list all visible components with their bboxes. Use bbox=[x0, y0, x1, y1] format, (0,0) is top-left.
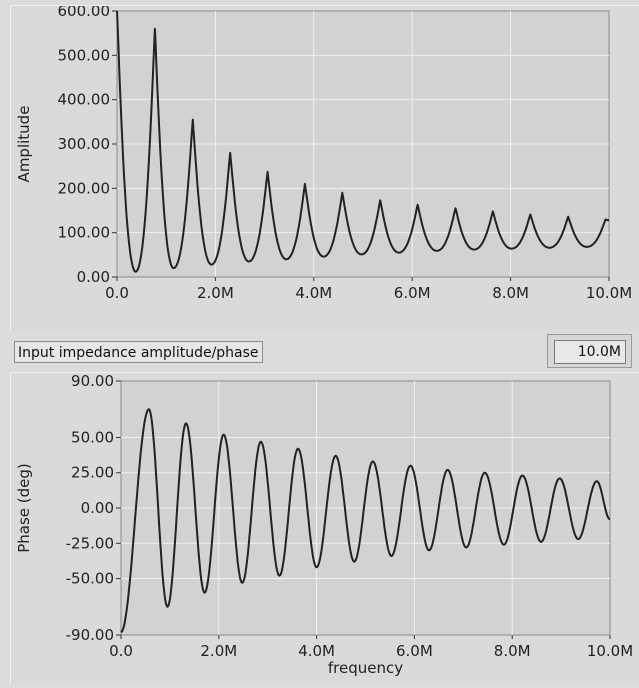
y-tick-label: 400.00 bbox=[58, 91, 111, 109]
phase-chart: -90.00 -50.00 -25.00 0.00 25.00 50.00 90.00 0.0… bbox=[15, 372, 633, 677]
y-tick-label: 25.00 bbox=[71, 464, 114, 482]
y-tick-label: -25.00 bbox=[66, 534, 114, 552]
x-tick-label: 6.0M bbox=[394, 284, 431, 302]
y-tick-label: 0.00 bbox=[77, 268, 110, 286]
amplitude-chart: 0.00 100.00 200.00 300.00 400.00 500.00 600.00… bbox=[15, 2, 632, 302]
y-tick-label: 90.00 bbox=[71, 373, 114, 390]
y-tick-label: 500.00 bbox=[58, 46, 111, 64]
x-tick-label: 6.0M bbox=[396, 642, 433, 660]
x-tick-label: 8.0M bbox=[492, 284, 529, 302]
y-tick-label: 50.00 bbox=[71, 428, 114, 446]
x-tick-label: 8.0M bbox=[494, 642, 531, 660]
x-tick-label: 4.0M bbox=[295, 284, 332, 302]
y-axis-title: Amplitude bbox=[15, 106, 33, 183]
phase-series-line bbox=[120, 408, 611, 633]
y-tick-label: -90.00 bbox=[66, 626, 114, 644]
frequency-numeric-control[interactable]: 10.0M bbox=[547, 334, 632, 368]
y-tick-label: 0.00 bbox=[81, 499, 114, 517]
x-tick-label: 2.0M bbox=[200, 642, 237, 660]
amplitude-graph-panel: 0.00 100.00 200.00 300.00 400.00 500.00 600.00… bbox=[10, 2, 639, 331]
frequency-value[interactable]: 10.0M bbox=[554, 340, 626, 364]
graph-caption-label: Input impedance amplitude/phase bbox=[14, 341, 263, 363]
y-tick-label: -50.00 bbox=[66, 570, 114, 588]
y-axis-title: Phase (deg) bbox=[15, 463, 33, 553]
x-tick-label: 4.0M bbox=[298, 642, 335, 660]
x-tick-label: 0.0 bbox=[109, 642, 133, 660]
y-tick-label: 200.00 bbox=[58, 179, 111, 197]
amplitude-series-line bbox=[116, 10, 610, 273]
y-tick-label: 600.00 bbox=[58, 6, 111, 20]
y-tick-label: 100.00 bbox=[58, 224, 111, 242]
x-tick-label: 10.0M bbox=[587, 642, 633, 660]
x-tick-label: 10.0M bbox=[586, 284, 632, 302]
x-axis-title: frequency bbox=[328, 659, 403, 677]
x-tick-label: 0.0 bbox=[105, 284, 129, 302]
x-tick-label: 2.0M bbox=[197, 284, 234, 302]
y-tick-label: 300.00 bbox=[58, 135, 111, 153]
phase-graph-panel: -90.00 -50.00 -25.00 0.00 25.00 50.00 90.00 0.0… bbox=[10, 372, 639, 684]
